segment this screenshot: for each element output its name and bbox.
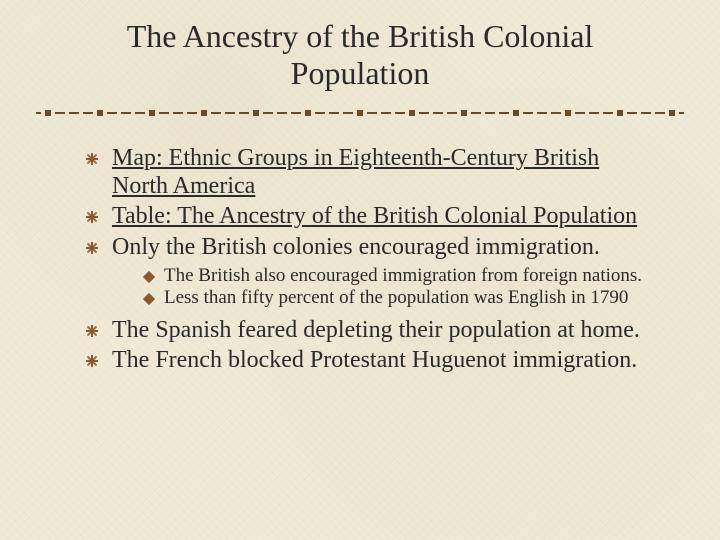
list-item-text: The French blocked Protestant Huguenot i… [112, 347, 637, 373]
list-item: Map: Ethnic Groups in Eighteenth-Century… [84, 144, 660, 201]
list-item: The French blocked Protestant Huguenot i… [84, 346, 660, 374]
sub-list-item: The British also encouraged immigration … [142, 265, 660, 287]
list-item-text: Only the British colonies encouraged imm… [112, 234, 600, 260]
divider [60, 110, 660, 116]
list-item-text: Map: Ethnic Groups in Eighteenth-Century… [112, 145, 599, 199]
list-item-text: Table: The Ancestry of the British Colon… [112, 203, 637, 229]
sub-list-item-text: The British also encouraged immigration … [164, 265, 642, 286]
sub-list-item: Less than fifty percent of the populatio… [142, 287, 660, 309]
list-item: Table: The Ancestry of the British Colon… [84, 202, 660, 230]
sub-list: The British also encouraged immigration … [142, 265, 660, 310]
list-item-text: The Spanish feared depleting their popul… [112, 317, 640, 343]
page-title: The Ancestry of the British Colonial Pop… [60, 18, 660, 92]
sub-list-item-text: Less than fifty percent of the populatio… [164, 287, 628, 308]
slide: The Ancestry of the British Colonial Pop… [0, 0, 720, 396]
main-list: Map: Ethnic Groups in Eighteenth-Century… [84, 144, 660, 375]
list-item: The Spanish feared depleting their popul… [84, 316, 660, 344]
list-item: Only the British colonies encouraged imm… [84, 233, 660, 310]
